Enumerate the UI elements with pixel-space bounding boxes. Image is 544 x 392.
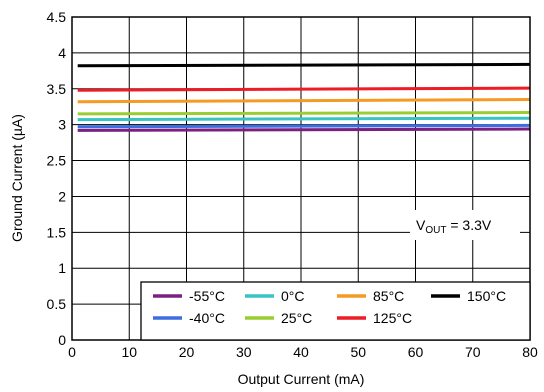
- series-line: [77, 116, 531, 122]
- y-tick-label: 2: [58, 188, 66, 204]
- x-axis-label: Output Current (mA): [238, 371, 365, 387]
- y-tick-label: 3: [58, 117, 66, 133]
- legend-entry-label: 0°C: [281, 288, 305, 304]
- annotation-text: VOUT = 3.3V: [416, 217, 492, 236]
- x-tick-label: 10: [121, 344, 137, 360]
- x-tick-label: 0: [68, 344, 76, 360]
- legend-entry-label: -55°C: [189, 288, 225, 304]
- series-line: [77, 98, 531, 104]
- y-tick-labels: 0 0.5 1 1.5 2 2.5 3 3.5 4 4.5: [47, 9, 67, 348]
- x-tick-label: 30: [236, 344, 252, 360]
- y-axis-label: Ground Current (µA): [9, 114, 25, 242]
- series-line: [77, 62, 531, 68]
- x-tick-label: 40: [293, 344, 309, 360]
- y-tick-label: 1: [58, 260, 66, 276]
- legend-entry-label: 125°C: [373, 310, 412, 326]
- vout-annotation: VOUT = 3.3V: [410, 210, 520, 240]
- annotation-background: [410, 210, 520, 240]
- x-tick-label: 50: [350, 344, 366, 360]
- x-tick-label: 60: [408, 344, 424, 360]
- y-tick-label: 0.5: [47, 296, 67, 312]
- y-tick-label: 0: [58, 332, 66, 348]
- legend-entry-label: 150°C: [467, 288, 506, 304]
- legend-entry-label: 25°C: [281, 310, 312, 326]
- series-line: [77, 111, 531, 116]
- series-line: [77, 127, 531, 132]
- legend-entry-label: 85°C: [373, 288, 404, 304]
- series-line: [77, 86, 531, 92]
- x-tick-label: 80: [522, 344, 538, 360]
- y-tick-label: 4: [58, 45, 66, 61]
- legend-entry-label: -40°C: [189, 310, 225, 326]
- series-lines: [77, 62, 531, 132]
- x-tick-labels: 0 10 20 30 40 50 60 70 80: [68, 344, 538, 360]
- legend: -55°C -40°C 0°C 25°C 85°C 125°C 150°C: [140, 281, 531, 341]
- legend-box: [140, 281, 531, 341]
- y-tick-label: 3.5: [47, 81, 67, 97]
- y-tick-label: 1.5: [47, 224, 67, 240]
- y-tick-label: 2.5: [47, 153, 67, 169]
- x-tick-label: 20: [179, 344, 195, 360]
- series-line: [77, 123, 531, 129]
- y-tick-label: 4.5: [47, 9, 67, 25]
- x-tick-label: 70: [465, 344, 481, 360]
